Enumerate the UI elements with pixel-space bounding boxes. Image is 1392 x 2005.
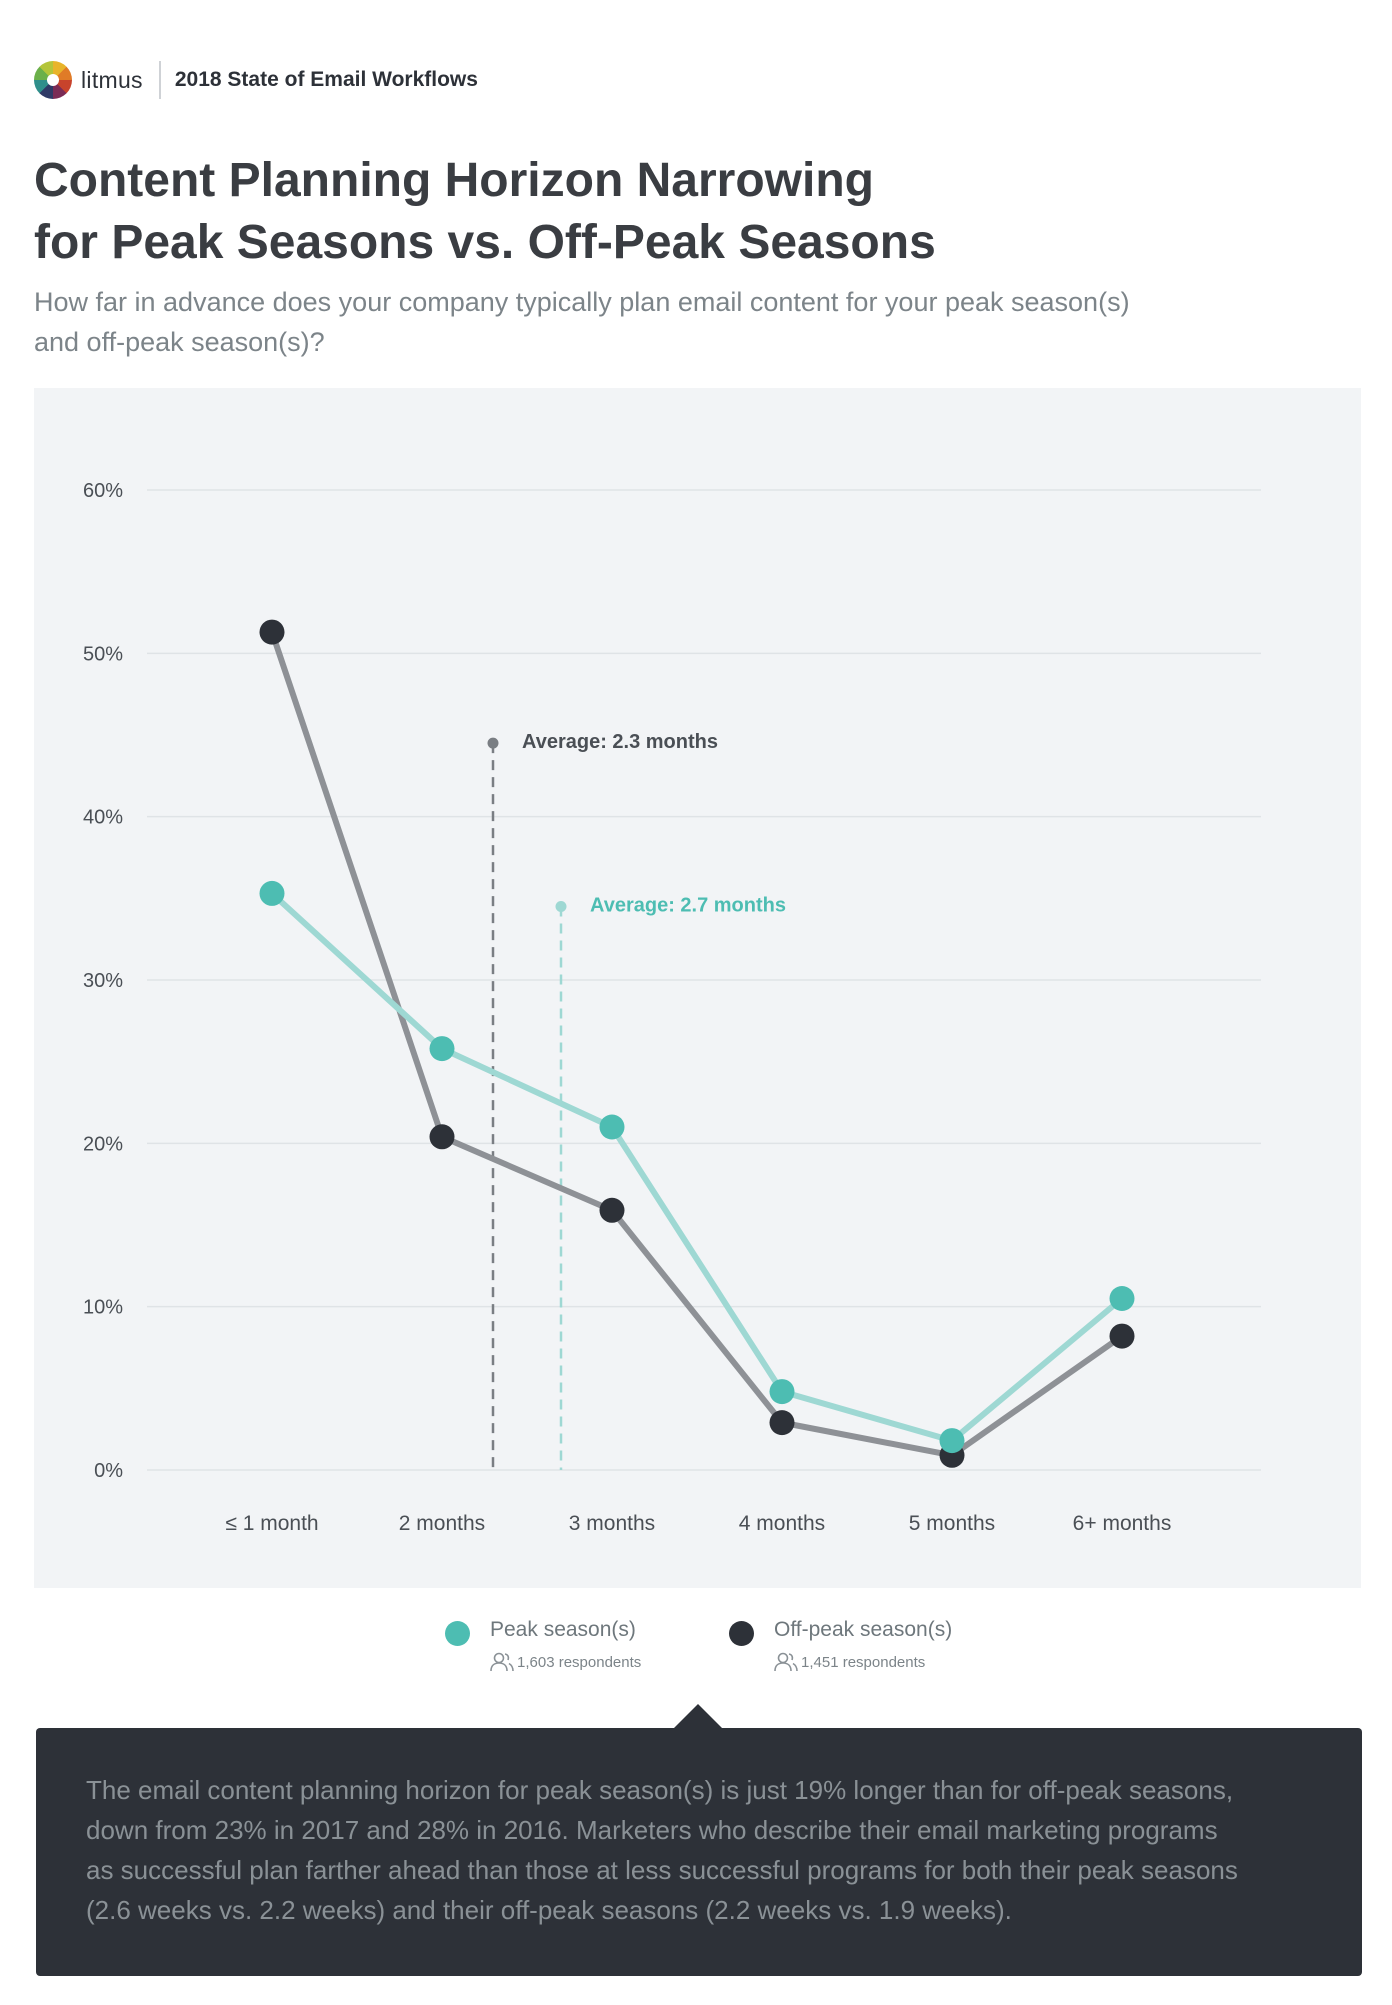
users-icon: [490, 1652, 514, 1672]
header: litmus 2018 State of Email Workflows: [34, 58, 478, 102]
offpeak-data-point: [429, 1124, 455, 1150]
peak-data-point: [1109, 1286, 1135, 1311]
average-annotation: Average: 2.7 months: [590, 895, 786, 917]
average-marker-dot: [555, 901, 567, 912]
y-tick-label: 0%: [94, 1460, 123, 1482]
x-tick-label: 2 months: [399, 1512, 485, 1535]
subtitle-line: How far in advance does your company typ…: [34, 287, 1130, 317]
x-tick-label: 3 months: [569, 1512, 655, 1535]
y-tick-label: 30%: [83, 970, 123, 992]
offpeak-series-line: [269, 629, 1125, 1459]
header-divider: [158, 61, 161, 99]
peak-data-point: [599, 1114, 625, 1140]
callout-line: as successful plan farther ahead than th…: [86, 1855, 1238, 1885]
average-marker-dot: [487, 737, 499, 749]
respondent-count: 1,451 respondents: [801, 1654, 926, 1671]
legend-label: Off-peak season(s): [774, 1618, 953, 1641]
subtitle-line: and off-peak season(s)?: [34, 327, 325, 357]
callout-line: The email content planning horizon for p…: [86, 1775, 1234, 1805]
chart-panel: 0% 10% 20% 30% 40% 50% 60% ≤ 1 month 2 months 3 m…: [34, 388, 1361, 1588]
respondent-count: 1,603 respondents: [517, 1654, 642, 1671]
offpeak-data-point: [1109, 1323, 1135, 1349]
peak-data-point: [429, 1036, 455, 1062]
title-line: Content Planning Horizon Narrowing: [34, 154, 874, 207]
peak-data-point: [769, 1379, 795, 1405]
insight-callout: The email content planning horizon for p…: [36, 1728, 1362, 1976]
average-annotation: Average: 2.3 months: [522, 731, 718, 753]
peak-data-point: [259, 880, 285, 906]
peak-dot-icon: [445, 1621, 470, 1646]
callout-pointer: [672, 1704, 724, 1730]
report-title: 2018 State of Email Workflows: [174, 68, 478, 91]
users-icon: [774, 1652, 798, 1672]
y-tick-label: 40%: [83, 807, 123, 829]
title-line: for Peak Seasons vs. Off-Peak Seasons: [34, 216, 936, 269]
y-tick-label: 50%: [83, 643, 123, 665]
line-chart: 0% 10% 20% 30% 40% 50% 60% ≤ 1 month 2 months 3 m…: [83, 480, 1261, 1535]
litmus-logo-icon: [34, 61, 72, 99]
x-tick-label: 4 months: [739, 1512, 825, 1535]
peak-data-point: [939, 1428, 965, 1454]
offpeak-data-point: [599, 1197, 625, 1223]
x-tick-label: 6+ months: [1073, 1512, 1172, 1535]
brand-name: litmus: [81, 66, 143, 93]
peak-series-line: [269, 890, 1125, 1444]
y-tick-label: 10%: [83, 1297, 123, 1319]
page-title: Content Planning Horizon Narrowing for P…: [34, 150, 1234, 274]
callout-text: The email content planning horizon for p…: [86, 1770, 1326, 1930]
y-tick-label: 20%: [83, 1133, 123, 1155]
legend: Peak season(s) 1,603 respondents Off-pea…: [0, 1618, 1392, 1678]
chart-question: How far in advance does your company typ…: [34, 282, 1234, 362]
offpeak-data-point: [769, 1410, 795, 1436]
offpeak-dot-icon: [729, 1621, 754, 1646]
x-tick-label: 5 months: [909, 1512, 995, 1535]
offpeak-data-point: [259, 619, 285, 645]
x-tick-label: ≤ 1 month: [225, 1512, 318, 1535]
callout-line: down from 23% in 2017 and 28% in 2016. M…: [86, 1815, 1218, 1845]
callout-line: (2.6 weeks vs. 2.2 weeks) and their off-…: [86, 1895, 1012, 1925]
legend-label: Peak season(s): [490, 1618, 636, 1641]
y-tick-label: 60%: [83, 480, 123, 502]
